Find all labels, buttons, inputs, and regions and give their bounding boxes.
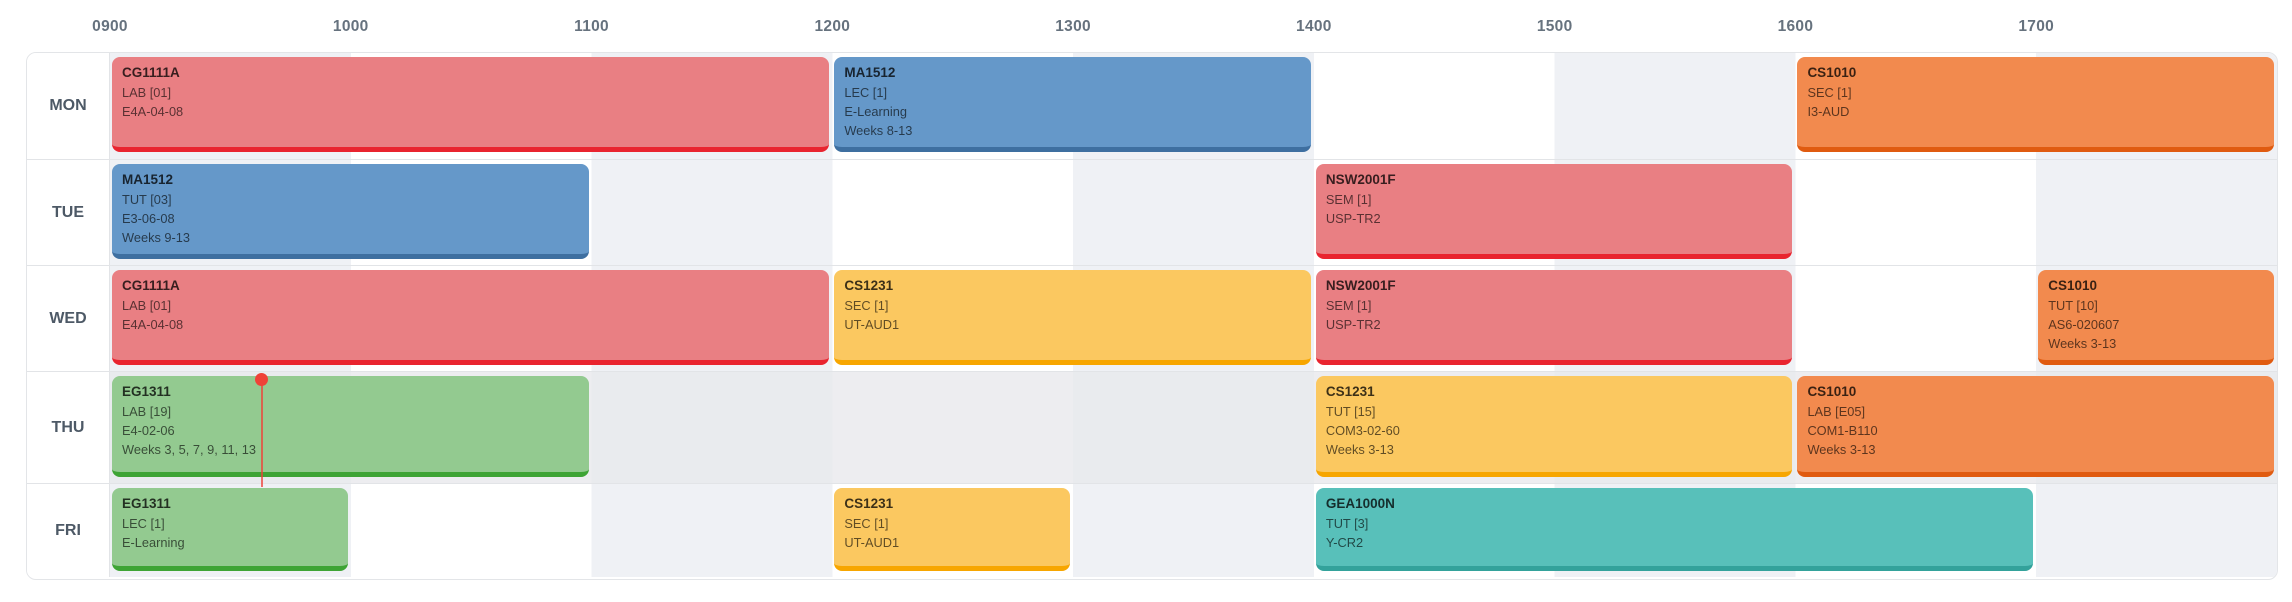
class-slot: SEC [1] <box>844 298 889 313</box>
class-weeks: Weeks 3, 5, 7, 9, 11, 13 <box>122 442 256 457</box>
day-cells: EG1311 LEC [1] E-Learning CS1231 SEC [1] UT-A… <box>110 484 2277 577</box>
class-venue: E4A-04-08 <box>122 317 184 332</box>
timetable-grid: MON CG1111A LAB [01] E4A-04-08 MA1512 LEC [1]… <box>26 52 2278 580</box>
class-slot: LEC [1] <box>122 516 165 531</box>
class-slot: SEM [1] <box>1325 192 1372 207</box>
current-time-dot <box>255 373 269 386</box>
class-course-code: EG1311 <box>122 384 171 399</box>
class-block[interactable]: CG1111A LAB [01] E4A-04-08 <box>112 57 830 152</box>
class-course-code: CS1231 <box>1325 384 1375 399</box>
axis-hour-label: 1500 <box>1536 18 1573 35</box>
class-block[interactable]: CS1010 TUT [10] AS6-020607 Weeks 3-13 <box>2038 270 2274 365</box>
class-course-code: CG1111A <box>122 65 180 80</box>
class-venue: USP-TR2 <box>1325 211 1381 226</box>
class-course-code: MA1512 <box>122 172 174 187</box>
class-slot: SEC [1] <box>1807 85 1852 100</box>
class-block[interactable]: CS1231 TUT [15] COM3-02-60 Weeks 3-13 <box>1315 376 1793 477</box>
class-weeks: Weeks 9-13 <box>122 230 191 245</box>
class-slot: LEC [1] <box>844 85 888 100</box>
day-cells: EG1311 LAB [19] E4-02-06 Weeks 3, 5, 7, 9, … <box>110 372 2277 487</box>
class-slot: TUT [10] <box>2048 298 2098 313</box>
class-course-code: NSW2001F <box>1325 278 1396 293</box>
day-cells: MA1512 TUT [03] E3-06-08 Weeks 9-13 NSW2001F… <box>110 160 2277 265</box>
class-venue: E4-02-06 <box>122 423 175 438</box>
class-block[interactable]: EG1311 LAB [19] E4-02-06 Weeks 3, 5, 7, 9, … <box>112 376 589 477</box>
class-block[interactable]: CS1010 LAB [E05] COM1-B110 Weeks 3-13 <box>1797 376 2274 477</box>
axis-hour-label: 1600 <box>1777 18 1814 35</box>
class-venue: UT-AUD1 <box>844 317 900 332</box>
class-block[interactable]: GEA1000N TUT [3] Y-CR2 <box>1315 488 2034 571</box>
axis-hour-label: 1700 <box>2018 18 2055 35</box>
class-venue: E3-06-08 <box>122 211 175 226</box>
day-label: WED <box>27 266 110 371</box>
class-weeks: Weeks 3-13 <box>1325 442 1394 457</box>
class-venue: COM3-02-60 <box>1325 423 1400 438</box>
class-course-code: GEA1000N <box>1325 496 1395 511</box>
class-course-code: CG1111A <box>122 278 180 293</box>
class-block[interactable]: CS1231 SEC [1] UT-AUD1 <box>834 270 1311 365</box>
class-slot: TUT [15] <box>1325 404 1376 419</box>
class-block[interactable]: EG1311 LEC [1] E-Learning <box>112 488 348 571</box>
class-course-code: CS1010 <box>1807 384 1857 399</box>
day-row-thu: THU EG1311 LAB [19] E4-02-06 Weeks 3, 5, 7, … <box>27 371 2277 487</box>
current-time-line <box>260 379 263 487</box>
class-venue: COM1-B110 <box>1807 423 1878 438</box>
class-slot: SEM [1] <box>1325 298 1372 313</box>
class-venue: I3-AUD <box>1807 104 1850 119</box>
day-label: FRI <box>27 484 110 577</box>
class-block[interactable]: NSW2001F SEM [1] USP-TR2 <box>1315 270 1793 365</box>
day-row-mon: MON CG1111A LAB [01] E4A-04-08 MA1512 LEC [1]… <box>27 53 2277 159</box>
axis-hour-label: 0900 <box>92 18 128 35</box>
axis-hour-label: 1100 <box>574 18 609 35</box>
class-slot: TUT [03] <box>122 192 172 207</box>
class-block[interactable]: MA1512 TUT [03] E3-06-08 Weeks 9-13 <box>112 164 589 259</box>
class-weeks: Weeks 3-13 <box>1807 442 1876 457</box>
time-axis: 0900 1000 1100 1200 1300 1400 1500 1600 1700 <box>0 0 2292 52</box>
class-slot: LAB [01] <box>122 298 172 313</box>
class-weeks: Weeks 8-13 <box>844 123 913 138</box>
class-block[interactable]: CS1231 SEC [1] UT-AUD1 <box>834 488 1071 571</box>
class-venue: AS6-020607 <box>2048 317 2120 332</box>
class-venue: USP-TR2 <box>1325 317 1381 332</box>
day-cells: CG1111A LAB [01] E4A-04-08 CS1231 SEC [1] UT-… <box>110 266 2277 371</box>
class-slot: TUT [3] <box>1325 516 1369 531</box>
day-row-fri: FRI EG1311 LEC [1] E-Learning CS1231 SEC [1] U… <box>27 483 2277 577</box>
class-course-code: NSW2001F <box>1325 172 1396 187</box>
class-course-code: CS1231 <box>844 278 894 293</box>
day-label: MON <box>27 53 110 159</box>
class-venue: E4A-04-08 <box>122 104 184 119</box>
day-label: THU <box>27 372 110 483</box>
class-venue: Y-CR2 <box>1325 535 1364 550</box>
class-course-code: EG1311 <box>122 496 171 511</box>
class-venue: E-Learning <box>122 535 185 550</box>
class-block[interactable]: NSW2001F SEM [1] USP-TR2 <box>1315 164 1793 259</box>
class-slot: LAB [E05] <box>1807 404 1866 419</box>
class-slot: SEC [1] <box>844 516 889 531</box>
class-course-code: MA1512 <box>844 65 896 80</box>
class-venue: E-Learning <box>844 104 907 119</box>
day-label: TUE <box>27 160 110 265</box>
day-row-wed: WED CG1111A LAB [01] E4A-04-08 CS1231 SEC [1]… <box>27 265 2277 371</box>
class-slot: LAB [01] <box>122 85 172 100</box>
axis-hour-label: 1200 <box>814 18 851 35</box>
class-course-code: CS1231 <box>844 496 894 511</box>
day-row-tue: TUE MA1512 TUT [03] E3-06-08 Weeks 9-13 NSW20… <box>27 159 2277 265</box>
day-cells: CG1111A LAB [01] E4A-04-08 MA1512 LEC [1] E-L… <box>110 53 2277 159</box>
axis-hour-label: 1300 <box>1055 18 1091 35</box>
class-block[interactable]: CS1010 SEC [1] I3-AUD <box>1797 57 2274 152</box>
class-course-code: CS1010 <box>2048 278 2098 293</box>
class-slot: LAB [19] <box>122 404 172 419</box>
class-venue: UT-AUD1 <box>844 535 900 550</box>
class-weeks: Weeks 3-13 <box>2048 336 2117 351</box>
class-block[interactable]: MA1512 LEC [1] E-Learning Weeks 8-13 <box>834 57 1311 152</box>
axis-hour-label: 1400 <box>1296 18 1332 35</box>
class-course-code: CS1010 <box>1807 65 1857 80</box>
class-block[interactable]: CG1111A LAB [01] E4A-04-08 <box>112 270 830 365</box>
axis-hour-label: 1000 <box>332 18 369 35</box>
